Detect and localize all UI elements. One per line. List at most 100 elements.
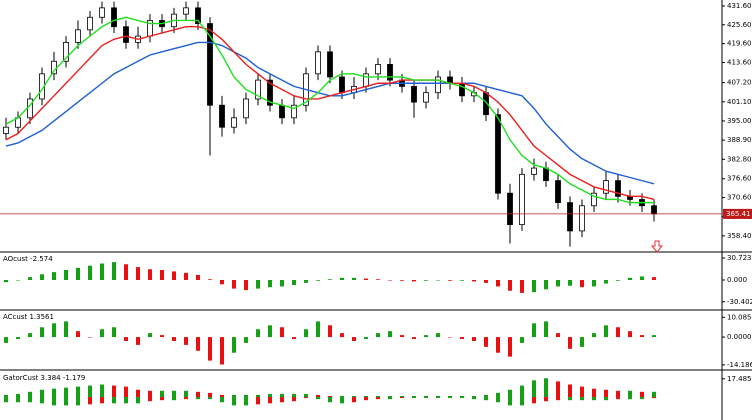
histogram-bar — [448, 279, 452, 281]
candle-body — [219, 104, 225, 128]
candle-body — [651, 205, 657, 215]
histogram-bar — [28, 333, 32, 338]
histogram-bar — [592, 333, 596, 338]
histogram-bar — [616, 390, 620, 398]
histogram-bar — [64, 397, 68, 406]
histogram-bar — [604, 389, 608, 398]
histogram-bar — [484, 397, 488, 401]
histogram-bar — [568, 337, 572, 349]
histogram-bar — [256, 329, 260, 338]
histogram-bar — [280, 327, 284, 338]
y-tick-label: 370.60 — [727, 194, 752, 202]
histogram-bar — [52, 388, 56, 398]
histogram-bar — [556, 279, 560, 287]
histogram-bar — [100, 397, 104, 404]
y-tick-label: 407.20 — [727, 79, 752, 87]
histogram-bar — [160, 269, 164, 280]
histogram-bar — [628, 390, 632, 398]
histogram-bar — [160, 390, 164, 398]
histogram-bar — [316, 321, 320, 338]
candle-body — [75, 29, 81, 43]
candle-body — [123, 26, 129, 43]
y-tick-label: -30.402 — [727, 298, 752, 306]
y-tick-label: 425.60 — [727, 21, 752, 29]
histogram-bar — [184, 397, 188, 400]
histogram-bar — [64, 387, 68, 398]
histogram-bar — [352, 337, 356, 341]
candle-body — [87, 16, 93, 31]
histogram-bar — [640, 335, 644, 338]
candle-body — [231, 117, 237, 128]
histogram-bar — [364, 337, 368, 340]
candle-body — [459, 82, 465, 97]
histogram-bar — [220, 279, 224, 285]
histogram-bar — [532, 397, 536, 404]
y-tick-label: 17.485 — [727, 375, 752, 383]
histogram-bar — [196, 391, 200, 398]
histogram-bar — [28, 397, 32, 403]
histogram-bar — [244, 279, 248, 291]
histogram-bar — [628, 277, 632, 280]
candle-body — [243, 98, 249, 119]
histogram-bar — [604, 325, 608, 338]
histogram-bar — [244, 337, 248, 343]
histogram-bar — [556, 333, 560, 338]
histogram-bar — [172, 390, 176, 398]
histogram-bar — [268, 279, 272, 288]
histogram-bar — [604, 279, 608, 284]
histogram-bar — [148, 269, 152, 280]
histogram-bar — [460, 397, 464, 399]
candle-body — [339, 76, 345, 94]
histogram-bar — [628, 331, 632, 338]
candle-body — [63, 42, 69, 62]
histogram-bar — [256, 394, 260, 398]
histogram-bar — [4, 279, 8, 283]
histogram-bar — [352, 277, 356, 280]
histogram-bar — [652, 335, 656, 338]
histogram-bar — [304, 397, 308, 399]
histogram-bar — [100, 384, 104, 398]
histogram-bar — [76, 386, 80, 398]
histogram-bar — [388, 279, 392, 281]
histogram-bar — [28, 277, 32, 280]
histogram-bar — [568, 279, 572, 286]
histogram-bar — [496, 337, 500, 353]
histogram-bar — [316, 397, 320, 400]
histogram-bar — [292, 279, 296, 286]
histogram-bar — [532, 323, 536, 338]
histogram-bar — [232, 394, 236, 398]
histogram-bar — [592, 388, 596, 398]
histogram-bar — [484, 394, 488, 398]
y-tick-label: 431.60 — [727, 2, 752, 10]
histogram-bar — [208, 392, 212, 398]
y-tick-label: 401.10 — [727, 98, 752, 106]
histogram-bar — [280, 279, 284, 287]
histogram-bar — [184, 337, 188, 345]
histogram-bar — [424, 335, 428, 338]
histogram-bar — [160, 397, 164, 401]
candle-body — [567, 202, 573, 232]
histogram-bar — [616, 279, 620, 281]
candle-body — [519, 173, 525, 226]
histogram-bar — [28, 391, 32, 398]
histogram-bar — [592, 279, 596, 287]
histogram-bar — [376, 333, 380, 338]
histogram-bar — [256, 397, 260, 405]
histogram-bar — [616, 397, 620, 400]
current-price-label: 365.41 — [726, 210, 751, 218]
histogram-bar — [436, 397, 440, 399]
histogram-bar — [328, 279, 332, 280]
histogram-bar — [640, 397, 644, 400]
histogram-bar — [88, 397, 92, 405]
histogram-bar — [304, 279, 308, 283]
histogram-bar — [148, 333, 152, 338]
histogram-bar — [148, 390, 152, 398]
histogram-bar — [40, 327, 44, 338]
candle-body — [255, 79, 261, 100]
histogram-bar — [400, 335, 404, 338]
y-tick-label: 413.60 — [727, 59, 752, 67]
candle-body — [315, 51, 321, 75]
current-price-box — [723, 208, 752, 219]
histogram-bar — [508, 279, 512, 291]
